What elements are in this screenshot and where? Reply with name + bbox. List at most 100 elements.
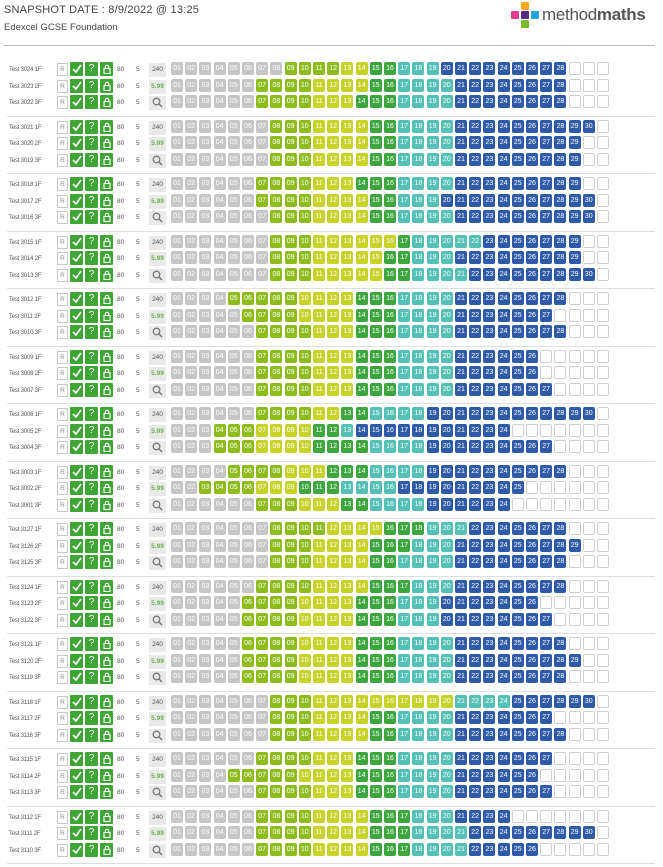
question-cell-20[interactable]: 20 <box>440 670 453 683</box>
question-cell-07[interactable]: 07 <box>256 440 269 453</box>
question-cell-01[interactable]: 01 <box>171 464 183 478</box>
question-cell-19[interactable]: 19 <box>426 325 439 338</box>
question-cell-26[interactable]: 26 <box>526 177 538 190</box>
question-cell-10[interactable]: 10 <box>298 727 311 741</box>
question-cell-02[interactable]: 02 <box>185 193 198 207</box>
question-cell-24[interactable]: 24 <box>497 292 510 305</box>
search-icon[interactable] <box>149 728 166 743</box>
question-cell-24[interactable]: 24 <box>497 423 510 437</box>
question-cell-16[interactable]: 16 <box>384 785 396 798</box>
question-cell-30[interactable]: 30 <box>582 119 595 133</box>
question-cell-04[interactable]: 04 <box>213 497 226 511</box>
question-cell-02[interactable]: 02 <box>185 349 198 363</box>
check-icon[interactable] <box>70 136 83 150</box>
question-cell-06[interactable]: 06 <box>242 440 254 453</box>
question-cell-15[interactable]: 15 <box>369 366 382 379</box>
question-cell-06[interactable]: 06 <box>242 555 254 568</box>
question-cell-22[interactable]: 22 <box>469 292 482 305</box>
question-cell-26[interactable]: 26 <box>526 579 538 593</box>
question-cell-08[interactable]: 08 <box>270 193 283 207</box>
question-cell-14[interactable]: 14 <box>355 382 368 396</box>
question-cell-02[interactable]: 02 <box>185 538 198 552</box>
question-cell-09[interactable]: 09 <box>284 711 297 724</box>
test-row[interactable]: Test 3018 1F R? 80 5 240 01 02 03 04 05 06 07 08 09 10… <box>0 177 663 194</box>
question-cell-02[interactable]: 02 <box>185 752 198 765</box>
question-cell-07[interactable]: 07 <box>256 555 269 568</box>
question-cell-09[interactable]: 09 <box>284 308 297 322</box>
question-cell-17[interactable]: 17 <box>398 152 411 166</box>
question-cell-09[interactable]: 09 <box>284 95 297 108</box>
question-cell-27[interactable]: 27 <box>540 136 553 149</box>
question-cell-06[interactable]: 06 <box>242 325 254 338</box>
help-button[interactable]: ? <box>85 785 98 799</box>
question-cell-09[interactable]: 09 <box>284 809 297 823</box>
question-cell-21[interactable]: 21 <box>455 653 467 667</box>
review-button[interactable]: R <box>57 539 68 553</box>
lock-icon[interactable] <box>100 579 113 594</box>
question-cell-24[interactable]: 24 <box>497 752 510 765</box>
question-cell-28[interactable]: 28 <box>554 826 567 839</box>
question-cell-26[interactable]: 26 <box>526 785 538 798</box>
question-cell-06[interactable]: 06 <box>242 382 254 396</box>
search-icon[interactable] <box>149 326 166 340</box>
question-cell-10[interactable]: 10 <box>298 136 311 149</box>
question-cell-17[interactable]: 17 <box>398 177 411 190</box>
question-cell-27[interactable]: 27 <box>540 637 553 650</box>
question-cell-15[interactable]: 15 <box>369 752 382 765</box>
lock-icon[interactable] <box>100 423 113 438</box>
question-cell-09[interactable]: 09 <box>284 78 297 92</box>
question-cell-02[interactable]: 02 <box>185 325 198 338</box>
question-cell-14[interactable]: 14 <box>355 366 368 379</box>
question-cell-05[interactable]: 05 <box>227 251 240 264</box>
question-cell-27[interactable]: 27 <box>540 95 553 108</box>
question-cell-25[interactable]: 25 <box>511 612 524 626</box>
question-cell-12[interactable]: 12 <box>327 694 340 708</box>
question-cell-13[interactable]: 13 <box>341 267 354 281</box>
question-cell-03[interactable]: 03 <box>199 292 212 305</box>
test-row[interactable]: Test 3009 1F R? 80 5 240 01 02 03 04 05 06 07 08 09 10… <box>0 349 663 367</box>
question-cell-07[interactable]: 07 <box>256 136 269 149</box>
help-button[interactable]: ? <box>85 292 98 306</box>
question-cell-07[interactable]: 07 <box>256 497 269 511</box>
question-cell-23[interactable]: 23 <box>483 423 496 437</box>
question-cell-10[interactable]: 10 <box>298 670 311 683</box>
question-cell-08[interactable]: 08 <box>270 382 283 396</box>
question-cell-20[interactable]: 20 <box>440 152 453 166</box>
question-cell-28[interactable]: 28 <box>554 251 567 264</box>
test-row[interactable]: Test 3007 3F R? 80 5 01 02 03 04 05 06 07 08 09 10 11 1… <box>0 382 663 400</box>
question-cell-24[interactable]: 24 <box>497 267 510 281</box>
question-cell-28[interactable]: 28 <box>554 694 567 708</box>
question-cell-18[interactable]: 18 <box>412 809 425 823</box>
question-cell-11[interactable]: 11 <box>313 366 325 379</box>
question-cell-29[interactable]: 29 <box>568 193 581 207</box>
check-icon[interactable] <box>70 579 83 594</box>
review-button[interactable]: R <box>57 498 68 512</box>
question-cell-04[interactable]: 04 <box>213 62 226 75</box>
question-cell-09[interactable]: 09 <box>284 612 297 626</box>
question-cell-11[interactable]: 11 <box>313 292 325 305</box>
question-cell-26[interactable]: 26 <box>526 78 538 92</box>
question-cell-02[interactable]: 02 <box>185 423 198 437</box>
question-cell-09[interactable]: 09 <box>284 522 297 535</box>
check-icon[interactable] <box>70 785 83 799</box>
question-cell-26[interactable]: 26 <box>526 325 538 338</box>
question-cell-15[interactable]: 15 <box>369 785 382 798</box>
question-cell-27[interactable]: 27 <box>540 292 553 305</box>
question-cell-19[interactable]: 19 <box>426 136 439 149</box>
question-cell-18[interactable]: 18 <box>412 785 425 798</box>
question-cell-22[interactable]: 22 <box>469 423 482 437</box>
question-cell-12[interactable]: 12 <box>327 308 340 322</box>
question-cell-09[interactable]: 09 <box>284 234 297 248</box>
question-cell-07[interactable]: 07 <box>256 78 269 92</box>
price-tag[interactable]: 5.99 <box>149 827 166 841</box>
question-cell-13[interactable]: 13 <box>341 497 354 511</box>
question-cell-25[interactable]: 25 <box>511 596 524 609</box>
question-cell-16[interactable]: 16 <box>384 752 396 765</box>
check-icon[interactable] <box>70 62 83 76</box>
question-cell-28[interactable]: 28 <box>554 555 567 568</box>
question-cell-22[interactable]: 22 <box>469 78 482 92</box>
question-cell-25[interactable]: 25 <box>511 538 524 552</box>
search-icon[interactable] <box>149 498 166 513</box>
question-cell-03[interactable]: 03 <box>199 785 212 798</box>
question-cell-25[interactable]: 25 <box>511 579 524 593</box>
